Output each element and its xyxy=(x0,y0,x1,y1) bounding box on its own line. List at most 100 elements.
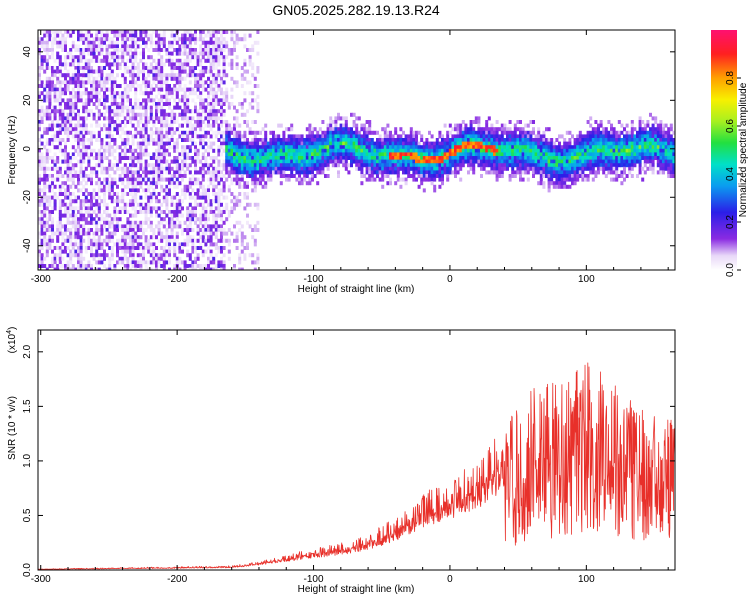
spectrogram-cell xyxy=(404,134,408,139)
spectrogram-cell xyxy=(48,112,52,117)
spectrogram-cell xyxy=(144,141,148,146)
spectrogram-cell xyxy=(357,116,361,121)
spectrogram-cell xyxy=(337,134,340,139)
spectrogram-cell xyxy=(285,145,288,150)
spectrogram-cell xyxy=(394,163,398,168)
spectrogram-cell xyxy=(495,120,499,124)
spectrogram-cell xyxy=(376,163,379,168)
spectrogram-cell xyxy=(201,87,205,92)
spectrogram-cell xyxy=(454,145,457,150)
spectrogram-cell xyxy=(170,76,174,81)
spectrogram-cell xyxy=(240,66,244,70)
spectrogram-cell xyxy=(56,51,60,56)
spectrogram-cell xyxy=(64,246,67,250)
spectrogram-cell xyxy=(40,220,44,225)
spectrogram-cell xyxy=(110,246,114,250)
spectrogram-cell xyxy=(136,112,140,117)
spectrogram-cell xyxy=(412,156,416,160)
spectrogram-cell xyxy=(370,174,374,178)
spectrogram-cell xyxy=(90,73,93,78)
spectrogram-cell xyxy=(40,58,44,63)
spectrogram-cell xyxy=(526,163,530,168)
spectrogram-cell xyxy=(516,156,520,160)
spectrogram-cell xyxy=(220,228,223,232)
spectrogram-cell xyxy=(160,109,164,114)
spectrogram-cell xyxy=(459,166,463,171)
spectrogram-cell xyxy=(235,66,239,70)
spectrogram-cell xyxy=(155,84,158,88)
spectrogram-cell xyxy=(97,242,101,247)
spectrogram-cell xyxy=(256,220,260,225)
spectrogram-cell xyxy=(235,170,239,175)
spectrogram-cell xyxy=(121,127,125,132)
spectrogram-cell xyxy=(233,206,236,211)
spectrogram-cell xyxy=(201,228,205,232)
spectrogram-cell xyxy=(240,145,244,150)
spectrogram-cell xyxy=(298,181,301,186)
spectrogram-cell xyxy=(420,170,424,175)
spectrogram-cell xyxy=(220,264,223,268)
spectrogram-cell xyxy=(469,156,473,160)
spectrogram-cell xyxy=(134,184,138,189)
spectrogram-cell xyxy=(199,44,203,49)
spectrogram-cell xyxy=(519,159,522,164)
spectrogram-cell xyxy=(147,116,151,121)
spectrogram-cell xyxy=(165,199,169,204)
spectrogram-cell xyxy=(521,170,525,175)
spectrogram-cell xyxy=(199,195,203,200)
spectrogram-cell xyxy=(118,105,122,110)
spectrogram-cell xyxy=(139,134,143,139)
spectrogram-cell xyxy=(121,152,125,157)
spectrogram-cell xyxy=(344,152,348,157)
spectrogram-cell xyxy=(506,148,509,153)
spectrogram-cell xyxy=(188,267,192,270)
spectrogram-cell xyxy=(199,159,203,164)
spectrogram-cell xyxy=(357,145,361,150)
spectrogram-cell xyxy=(209,73,213,78)
spectrogram-cell xyxy=(90,91,93,96)
spectrogram-cell xyxy=(227,163,231,168)
spectrogram-cell xyxy=(209,163,213,168)
spectrogram-cell xyxy=(162,120,166,124)
spectrogram-cell xyxy=(253,130,257,135)
spectrogram-cell xyxy=(261,159,265,164)
spectrogram-cell xyxy=(526,177,530,182)
spectrogram-cell xyxy=(199,76,203,81)
spectrogram-cell xyxy=(240,163,244,168)
spectrogram-cell xyxy=(469,127,473,132)
spectrogram-cell xyxy=(142,177,145,182)
spectrogram-cell xyxy=(84,58,88,63)
spectrogram-cell xyxy=(142,188,145,193)
spectrogram-cell xyxy=(175,181,179,186)
spectrogram-cell xyxy=(214,174,218,178)
spectrogram-cell xyxy=(214,217,218,222)
spectrogram-cell xyxy=(516,159,520,164)
spectrogram-cell xyxy=(103,152,106,157)
spectrogram-cell xyxy=(201,127,205,132)
spectrogram-cell xyxy=(196,80,200,85)
spectrogram-cell xyxy=(355,123,359,128)
spectrogram-cell xyxy=(469,145,473,150)
spectrogram-cell xyxy=(162,217,166,222)
spectrogram-cell xyxy=(110,253,114,258)
spectrogram-cell xyxy=(217,163,221,168)
spectrogram-cell xyxy=(77,116,80,121)
spectrogram-cell xyxy=(157,102,161,106)
spectrogram-cell xyxy=(194,80,197,85)
spectrogram-cell xyxy=(326,166,330,171)
spectrogram-cell xyxy=(175,166,179,171)
spectrogram-cell xyxy=(214,264,218,268)
spectrogram-cell xyxy=(71,220,75,225)
spectrogram-cell xyxy=(212,109,216,114)
spectrogram-cell xyxy=(508,141,512,146)
spectrogram-cell xyxy=(230,58,234,63)
spectrogram-cell xyxy=(487,145,491,150)
spectrogram-cell xyxy=(253,76,257,81)
spectrogram-cell xyxy=(217,98,221,103)
spectrogram-cell xyxy=(100,238,104,243)
spectrogram-cell xyxy=(373,156,377,160)
spectrogram-cell xyxy=(508,156,512,160)
spectrogram-cell xyxy=(547,177,551,182)
spectrogram-cell xyxy=(74,206,78,211)
spectrogram-cell xyxy=(295,166,299,171)
